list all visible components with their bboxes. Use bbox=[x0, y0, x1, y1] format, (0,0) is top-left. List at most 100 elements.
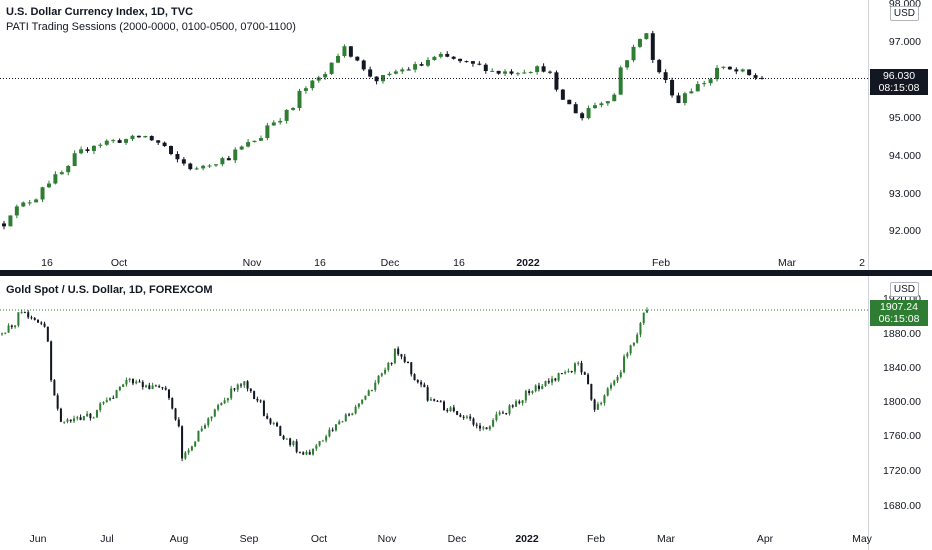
dxy-candles bbox=[0, 30, 868, 230]
candle-up bbox=[370, 389, 373, 391]
candle-down bbox=[85, 149, 90, 151]
candle-up bbox=[498, 412, 501, 415]
candle-down bbox=[239, 384, 243, 386]
candle-up bbox=[312, 448, 315, 455]
candle-up bbox=[541, 386, 544, 389]
gold-currency-unit[interactable]: USD bbox=[889, 282, 919, 297]
candle-down bbox=[439, 401, 442, 403]
candle-up bbox=[220, 158, 225, 165]
gold-plot-area[interactable] bbox=[0, 276, 868, 526]
candle-up bbox=[190, 446, 193, 451]
pane-separator[interactable] bbox=[0, 270, 932, 276]
candle-up bbox=[128, 378, 131, 381]
candle-up bbox=[708, 79, 713, 84]
candle-up bbox=[364, 395, 367, 400]
candle-up bbox=[213, 409, 216, 417]
candle-down bbox=[410, 362, 413, 375]
candle-down bbox=[156, 140, 161, 143]
time-tick-label: 16 bbox=[41, 257, 53, 269]
candle-down bbox=[590, 383, 593, 400]
candle-up bbox=[130, 135, 135, 140]
candle-up bbox=[524, 390, 527, 401]
candle-down bbox=[413, 374, 416, 381]
candle-down bbox=[59, 408, 62, 422]
candle-up bbox=[357, 403, 360, 407]
candle-down bbox=[657, 59, 662, 73]
candle-up bbox=[125, 380, 128, 385]
candle-up bbox=[380, 373, 383, 376]
candle-down bbox=[587, 374, 590, 384]
candle-up bbox=[104, 140, 109, 145]
candle-up bbox=[118, 386, 121, 391]
dxy-plot-area[interactable] bbox=[0, 0, 868, 248]
candle-down bbox=[43, 323, 46, 327]
candle-up bbox=[482, 427, 485, 429]
candle-up bbox=[217, 405, 220, 410]
gold-price-axis[interactable]: 1920.00 1880.00 1840.00 1800.00 1760.00 1720.… bbox=[868, 276, 932, 550]
candle-down bbox=[403, 356, 406, 362]
candle-up bbox=[557, 373, 560, 381]
candle-up bbox=[631, 46, 636, 61]
candle-down bbox=[501, 412, 504, 414]
candle-up bbox=[213, 164, 218, 166]
time-tick-label: Apr bbox=[756, 533, 774, 545]
candle-up bbox=[4, 332, 7, 334]
candle-down bbox=[462, 416, 465, 418]
dxy-currency-unit[interactable]: USD bbox=[889, 6, 919, 21]
candle-down bbox=[279, 426, 282, 436]
candle-down bbox=[295, 441, 298, 452]
candle-up bbox=[438, 53, 443, 57]
candle-down bbox=[518, 401, 521, 404]
price-tick-label: 1800.00 bbox=[883, 396, 921, 408]
candle-up bbox=[721, 66, 726, 68]
candle-up bbox=[361, 399, 364, 404]
candle-up bbox=[145, 385, 148, 388]
candle-up bbox=[223, 400, 226, 404]
candle-down bbox=[479, 425, 482, 429]
gold-chart-pane[interactable]: Gold Spot / U.S. Dollar, 1D, FOREXCOM 19… bbox=[0, 276, 932, 550]
time-tick-label: Nov bbox=[242, 257, 262, 269]
candle-down bbox=[554, 72, 559, 90]
candle-up bbox=[79, 149, 84, 154]
gold-last-price-tag: 1907.24 06:15:08 bbox=[870, 300, 928, 326]
candle-down bbox=[167, 389, 170, 399]
time-tick-label: Aug bbox=[169, 533, 189, 545]
candle-up bbox=[20, 312, 23, 314]
candle-up bbox=[639, 323, 642, 335]
candle-down bbox=[246, 381, 249, 389]
dxy-price-axis[interactable]: 98.00097.00096.00095.00094.00093.00092.0… bbox=[868, 0, 932, 270]
candle-down bbox=[56, 395, 59, 409]
candle-up bbox=[278, 120, 283, 123]
dxy-chart-pane[interactable]: U.S. Dollar Currency Index, 1D, TVC PATI… bbox=[0, 0, 932, 270]
candle-down bbox=[390, 362, 393, 364]
candle-up bbox=[645, 310, 649, 313]
candle-up bbox=[203, 425, 207, 429]
candle-up bbox=[207, 418, 210, 426]
candle-down bbox=[419, 64, 424, 66]
candle-up bbox=[573, 363, 576, 372]
candle-up bbox=[625, 60, 630, 68]
price-tick-label: 95.000 bbox=[888, 112, 921, 124]
candle-down bbox=[154, 385, 157, 387]
time-tick-label: Dec bbox=[380, 257, 400, 269]
candle-up bbox=[609, 384, 612, 389]
candle-down bbox=[509, 71, 514, 74]
candle-up bbox=[7, 325, 10, 333]
price-tick-label: 97.000 bbox=[888, 36, 921, 48]
candle-down bbox=[161, 387, 164, 389]
candle-up bbox=[124, 139, 129, 143]
candle-up bbox=[323, 74, 328, 78]
candle-down bbox=[753, 75, 758, 78]
candle-down bbox=[442, 401, 446, 410]
candle-down bbox=[269, 418, 272, 424]
candle-down bbox=[650, 33, 655, 60]
candle-down bbox=[169, 146, 174, 155]
candle-up bbox=[21, 202, 26, 207]
candle-up bbox=[305, 452, 308, 455]
dxy-indicator-label[interactable]: PATI Trading Sessions (2000-0000, 0100-0… bbox=[6, 21, 296, 33]
candle-up bbox=[564, 372, 567, 374]
candle-up bbox=[393, 71, 398, 74]
price-tick-label: 1760.00 bbox=[883, 430, 921, 442]
candle-up bbox=[618, 67, 623, 95]
candle-up bbox=[292, 441, 295, 446]
